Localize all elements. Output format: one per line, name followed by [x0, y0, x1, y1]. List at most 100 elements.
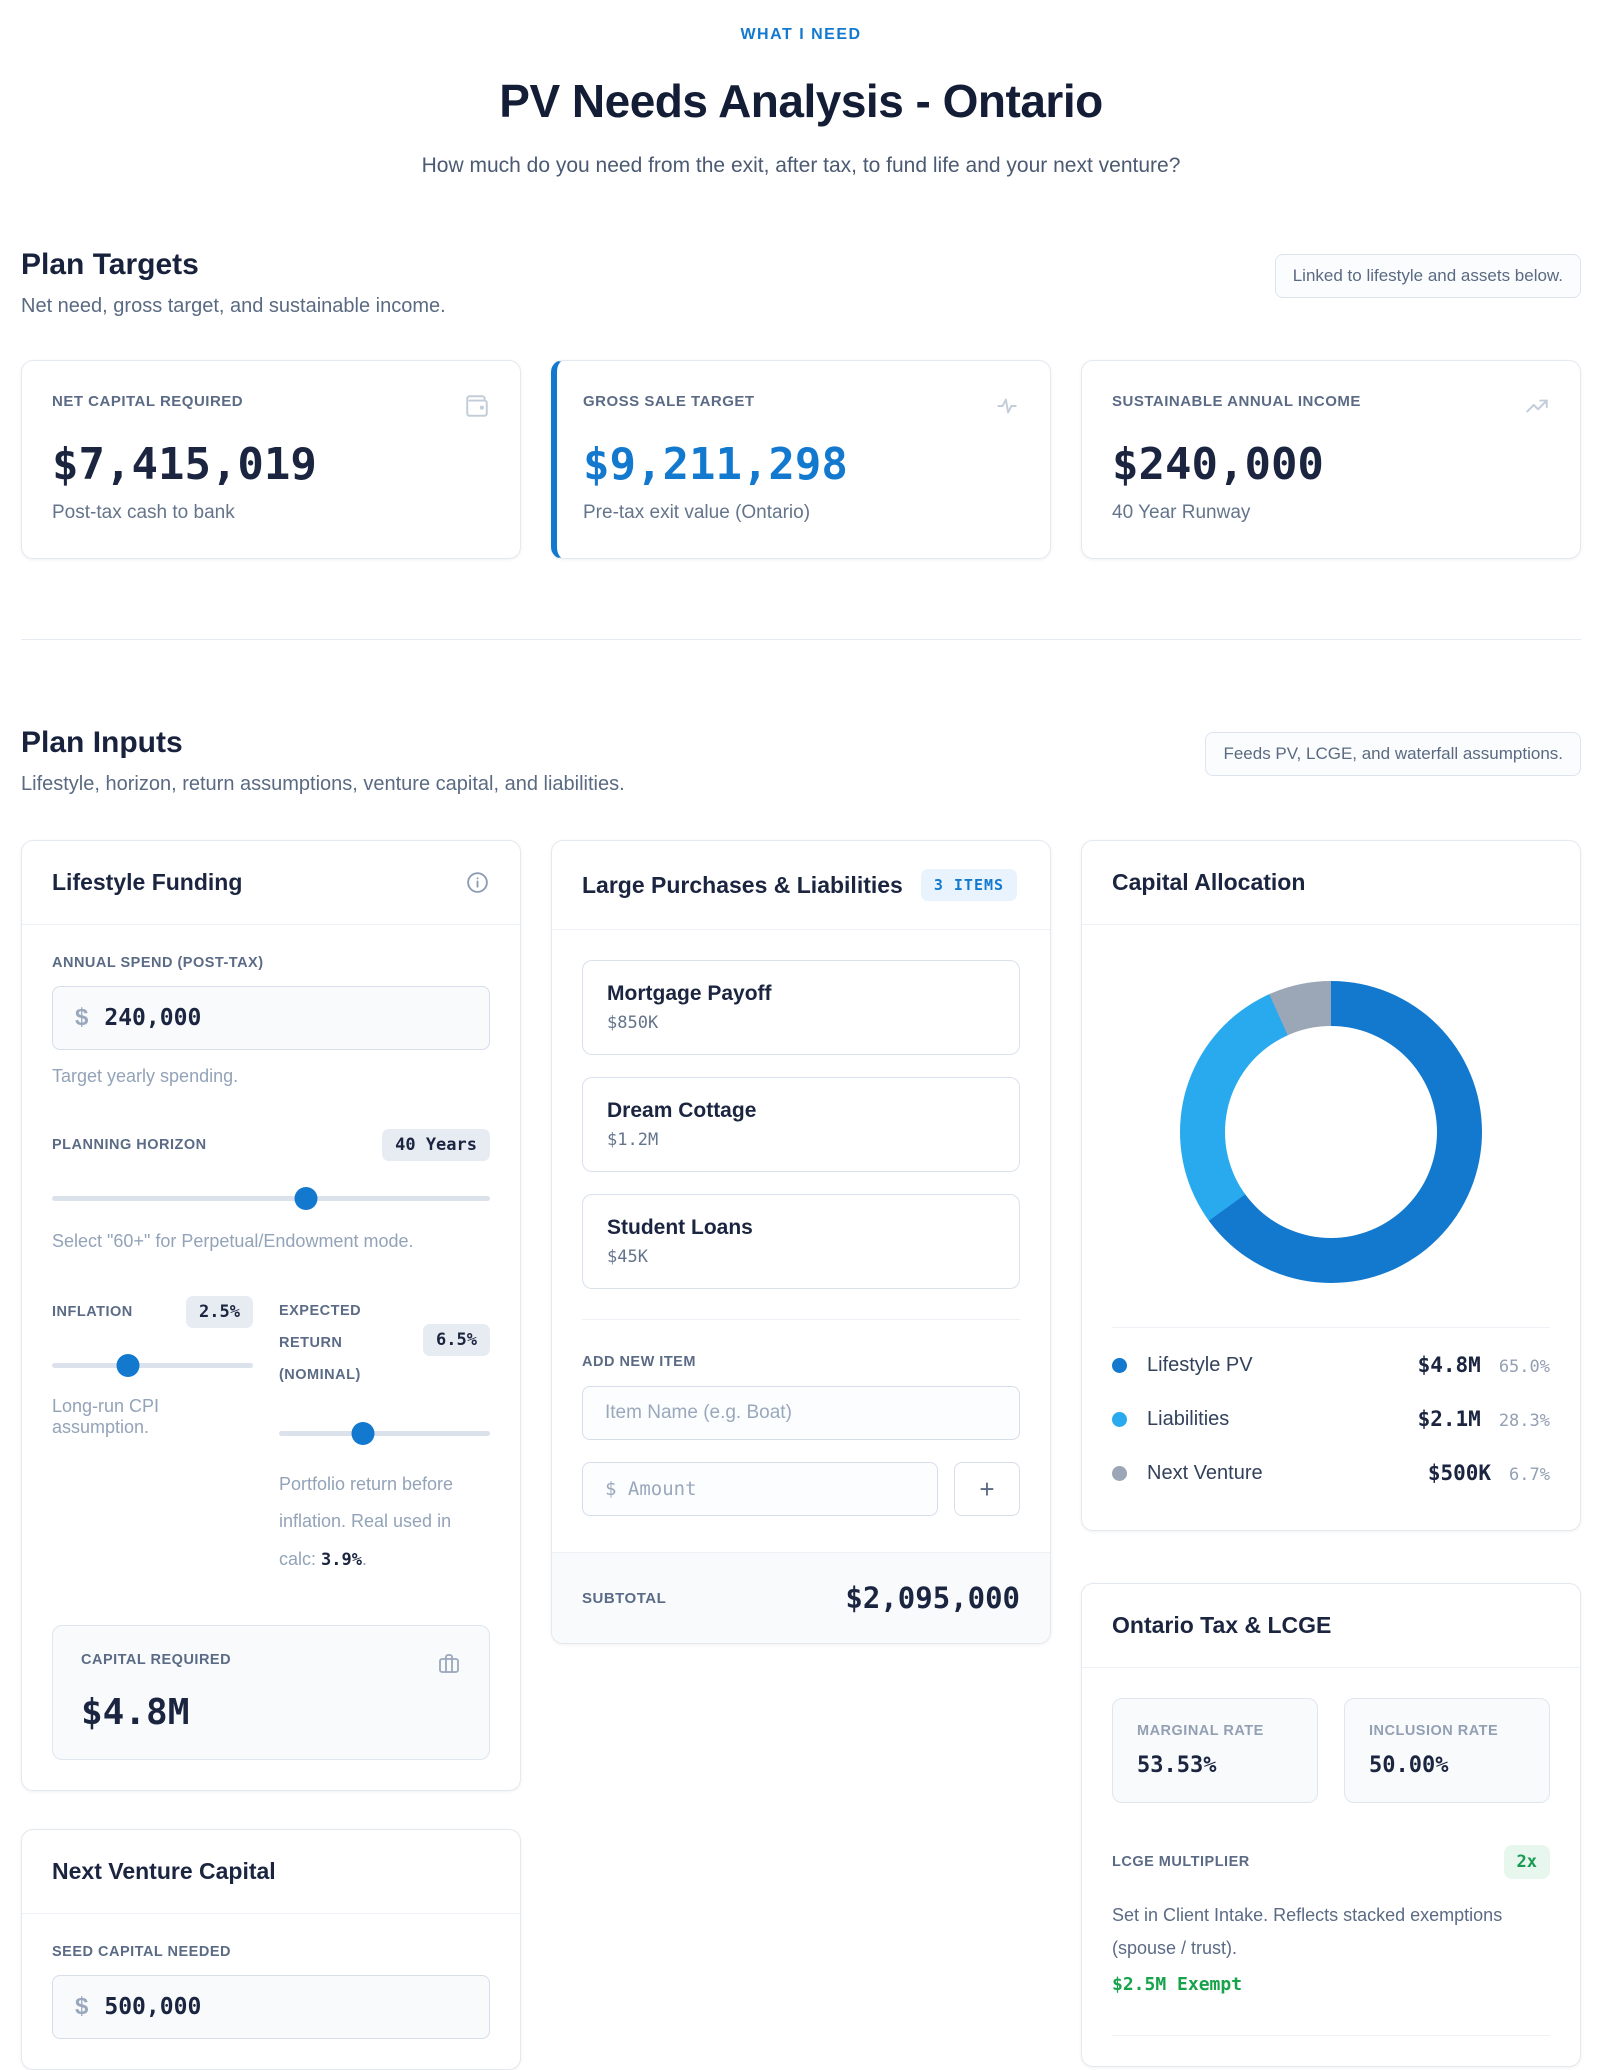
plan-targets-header: Plan Targets Net need, gross target, and…: [21, 248, 1581, 318]
slider-track[interactable]: [52, 1363, 253, 1368]
lcge-multiplier-badge: 2x: [1503, 1845, 1550, 1879]
info-icon[interactable]: [465, 870, 490, 895]
inflation-value: 2.5%: [186, 1296, 253, 1328]
eyebrow: WHAT I NEED: [740, 26, 862, 43]
legend-label: Lifestyle PV: [1147, 1353, 1253, 1376]
item-amount: $850K: [607, 1013, 659, 1033]
net-capital-value: $7,415,019: [52, 439, 317, 490]
lifestyle-funding-title: Lifestyle Funding: [52, 869, 243, 895]
briefcase-icon: [437, 1652, 461, 1676]
legend-row-lifestyle-pv: Lifestyle PV $4.8M 65.0%: [1112, 1338, 1550, 1392]
annual-spend-field[interactable]: $: [52, 986, 490, 1050]
list-item[interactable]: Dream Cottage $1.2M: [582, 1077, 1020, 1172]
ontario-tax-card: Ontario Tax & LCGE MARGINAL RATE 53.53% …: [1081, 1583, 1581, 2067]
plan-targets-note: Linked to lifestyle and assets below.: [1274, 254, 1581, 298]
seed-capital-label: SEED CAPITAL NEEDED: [52, 1944, 231, 1961]
inflation-group: INFLATION 2.5% Long-run CPI assumption.: [52, 1296, 253, 1579]
item-name: Student Loans: [607, 1216, 753, 1239]
capital-required-box: CAPITAL REQUIRED $4.8M: [52, 1625, 490, 1761]
column-liabilities: Large Purchases & Liabilities 3 ITEMS Mo…: [551, 840, 1051, 1644]
legend-pct: 6.7%: [1509, 1465, 1550, 1485]
planning-horizon-label: PLANNING HORIZON: [52, 1137, 207, 1153]
seed-capital-field[interactable]: $: [52, 1975, 490, 2040]
list-item[interactable]: Mortgage Payoff $850K: [582, 960, 1020, 1055]
plan-inputs-heading: Plan Inputs: [21, 726, 183, 759]
net-capital-card: NET CAPITAL REQUIRED $7,415,019 Post-tax…: [21, 360, 521, 559]
lcge-exempt-value: $2.5M Exempt: [1112, 1973, 1243, 1995]
expected-return-help: Portfolio return before inflation. Real …: [278, 1473, 454, 1571]
lcge-note: Set in Client Intake. Reflects stacked e…: [1112, 1905, 1503, 1959]
add-new-item-label: ADD NEW ITEM: [582, 1354, 696, 1370]
legend-row-liabilities: Liabilities $2.1M 28.3%: [1112, 1392, 1550, 1446]
divider: [1082, 924, 1580, 925]
next-venture-title: Next Venture Capital: [52, 1858, 276, 1885]
page: WHAT I NEED PV Needs Analysis - Ontario …: [15, 0, 1591, 2070]
plan-inputs-note: Feeds PV, LCGE, and waterfall assumption…: [1205, 732, 1581, 776]
add-item-button[interactable]: +: [954, 1462, 1020, 1516]
plan-targets-cards: NET CAPITAL REQUIRED $7,415,019 Post-tax…: [21, 360, 1581, 559]
legend-dot: [1112, 1357, 1127, 1373]
lcge-multiplier-label: LCGE MULTIPLIER: [1112, 1854, 1250, 1870]
item-amount: $1.2M: [607, 1130, 659, 1150]
marginal-rate-value: 53.53%: [1137, 1753, 1217, 1778]
legend-pct: 65.0%: [1498, 1357, 1550, 1377]
list-item[interactable]: Student Loans $45K: [582, 1194, 1020, 1289]
page-title: PV Needs Analysis - Ontario: [499, 75, 1103, 127]
planning-horizon-value: 40 Years: [382, 1129, 490, 1161]
page-subtitle: How much do you need from the exit, afte…: [421, 154, 1181, 177]
lifestyle-funding-card: Lifestyle Funding ANNUAL SPEND (POST-TAX…: [21, 840, 521, 1792]
capital-allocation-title: Capital Allocation: [1112, 869, 1306, 895]
slider-track[interactable]: [52, 1196, 490, 1201]
planning-horizon-slider[interactable]: [52, 1187, 490, 1210]
items-count-badge: 3 ITEMS: [920, 869, 1018, 901]
item-name: Dream Cottage: [607, 1099, 757, 1122]
legend-pct: 28.3%: [1498, 1411, 1550, 1431]
allocation-legend: Lifestyle PV $4.8M 65.0% Liabilities $2.…: [1112, 1327, 1550, 1500]
item-amount: $45K: [607, 1247, 648, 1267]
expected-return-group: EXPECTED RETURN (NOMINAL) 6.5% Portfolio…: [278, 1296, 490, 1579]
capital-required-label: CAPITAL REQUIRED: [81, 1652, 232, 1669]
item-amount-input[interactable]: [582, 1462, 938, 1516]
slider-track[interactable]: [278, 1430, 490, 1436]
wallet-icon: [464, 393, 490, 419]
sustainable-income-value: $240,000: [1112, 439, 1324, 490]
liabilities-card: Large Purchases & Liabilities 3 ITEMS Mo…: [551, 840, 1051, 1644]
inclusion-rate-box: INCLUSION RATE 50.00%: [1344, 1698, 1550, 1803]
divider: [552, 929, 1050, 930]
slider-thumb[interactable]: [351, 1421, 375, 1445]
expected-return-value: 6.5%: [423, 1324, 490, 1356]
inclusion-rate-label: INCLUSION RATE: [1369, 1723, 1499, 1739]
inflation-slider[interactable]: [52, 1354, 253, 1377]
legend-row-next-venture: Next Venture $500K 6.7%: [1112, 1446, 1550, 1500]
legend-amount: $4.8M: [1417, 1353, 1481, 1377]
capital-allocation-card: Capital Allocation Lifestyle PV: [1081, 840, 1581, 1531]
legend-amount: $2.1M: [1417, 1407, 1481, 1431]
subtotal-value: $2,095,000: [845, 1581, 1020, 1615]
inflation-help: Long-run CPI assumption.: [52, 1396, 160, 1437]
activity-icon: [994, 393, 1020, 419]
section-divider: [21, 639, 1581, 640]
legend-dot: [1112, 1411, 1127, 1427]
gross-sale-label: GROSS SALE TARGET: [583, 393, 755, 410]
sustainable-income-sub: 40 Year Runway: [1112, 502, 1251, 523]
donut-hole: [1225, 1026, 1437, 1238]
divider: [1112, 2034, 1550, 2036]
dollar-prefix: $: [75, 1993, 89, 2021]
seed-capital-input[interactable]: [104, 1994, 467, 2021]
annual-spend-label: ANNUAL SPEND (POST-TAX): [52, 955, 264, 971]
item-name-input[interactable]: [582, 1386, 1020, 1440]
ontario-tax-title: Ontario Tax & LCGE: [1112, 1612, 1332, 1638]
column-allocation-tax: Capital Allocation Lifestyle PV: [1081, 840, 1581, 2067]
slider-thumb[interactable]: [116, 1354, 140, 1377]
annual-spend-input[interactable]: [104, 1005, 467, 1031]
divider: [582, 1319, 1020, 1320]
subtotal-label: SUBTOTAL: [582, 1589, 667, 1607]
legend-label: Liabilities: [1147, 1407, 1230, 1430]
trending-up-icon: [1524, 393, 1550, 419]
capital-required-value: $4.8M: [81, 1692, 190, 1734]
planning-horizon-help: Select "60+" for Perpetual/Endowment mod…: [52, 1231, 414, 1251]
net-capital-sub: Post-tax cash to bank: [52, 502, 235, 523]
slider-thumb[interactable]: [294, 1187, 318, 1210]
column-lifestyle: Lifestyle Funding ANNUAL SPEND (POST-TAX…: [21, 840, 521, 2070]
expected-return-slider[interactable]: [278, 1421, 490, 1445]
